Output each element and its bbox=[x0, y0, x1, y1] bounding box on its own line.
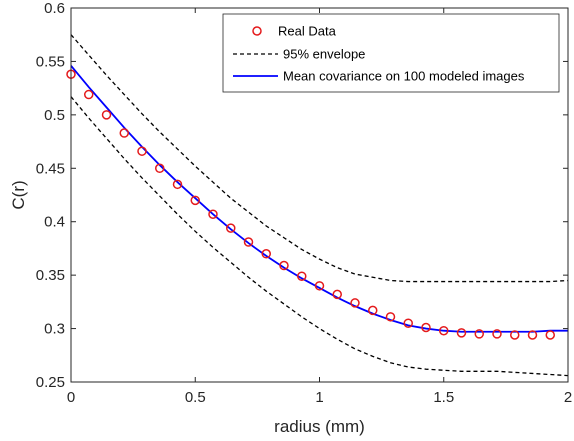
real-data-point bbox=[332, 289, 342, 300]
real-data-point bbox=[226, 223, 236, 233]
real-data-point bbox=[83, 89, 94, 100]
real-data-point bbox=[101, 110, 112, 120]
real-data-point bbox=[350, 298, 360, 308]
legend-label-envelope: 95% envelope bbox=[283, 47, 365, 62]
y-tick-label: 0.6 bbox=[44, 0, 65, 17]
real-data-point bbox=[208, 209, 218, 219]
y-axis-ticks: 0.25 0.3 0.35 0.4 0.45 0.5 0.55 0.6 bbox=[36, 0, 568, 391]
real-data-point bbox=[137, 146, 147, 156]
y-tick-label: 0.55 bbox=[36, 53, 65, 70]
plot-markers bbox=[66, 69, 556, 340]
legend-label-mean: Mean covariance on 100 modeled images bbox=[283, 69, 525, 84]
real-data-point bbox=[190, 195, 200, 206]
y-tick-label: 0.3 bbox=[44, 321, 65, 338]
y-tick-label: 0.5 bbox=[44, 107, 65, 124]
real-data-point bbox=[403, 318, 413, 328]
legend: Real Data 95% envelope Mean covariance o… bbox=[222, 13, 560, 93]
real-data-point bbox=[261, 249, 271, 259]
legend-box bbox=[222, 13, 560, 93]
real-data-point bbox=[119, 128, 130, 138]
x-axis-ticks: 0 0.5 1 1.5 2 bbox=[67, 8, 572, 406]
real-data-point bbox=[492, 329, 502, 339]
x-tick-label: 0 bbox=[67, 389, 75, 406]
real-data-point bbox=[421, 322, 431, 333]
x-axis-label: radius (mm) bbox=[274, 417, 365, 436]
real-data-point bbox=[154, 163, 165, 174]
real-data-point bbox=[243, 237, 254, 247]
real-data-point bbox=[297, 271, 307, 281]
real-data-point bbox=[279, 260, 289, 271]
mean-covariance-line bbox=[70, 65, 568, 333]
real-data-point bbox=[385, 312, 396, 322]
y-tick-label: 0.35 bbox=[36, 267, 65, 284]
x-tick-label: 1.5 bbox=[433, 389, 454, 406]
real-data-point bbox=[527, 330, 538, 340]
x-tick-label: 0.5 bbox=[185, 389, 206, 406]
real-data-point bbox=[509, 330, 520, 340]
y-tick-label: 0.45 bbox=[36, 160, 65, 177]
real-data-point bbox=[368, 305, 378, 316]
x-tick-label: 1 bbox=[315, 389, 323, 406]
real-data-point bbox=[314, 281, 325, 291]
real-data-point bbox=[456, 328, 467, 338]
y-tick-label: 0.4 bbox=[44, 214, 65, 231]
envelope-upper-line bbox=[70, 34, 569, 283]
legend-label-real-data: Real Data bbox=[278, 24, 337, 39]
real-data-point bbox=[439, 325, 449, 336]
real-data-point bbox=[474, 329, 485, 339]
y-axis-label: C(r) bbox=[9, 180, 28, 209]
x-tick-label: 2 bbox=[564, 389, 572, 406]
legend-marker-real-data bbox=[252, 26, 262, 36]
y-tick-label: 0.25 bbox=[36, 374, 65, 391]
real-data-point bbox=[172, 179, 183, 190]
plot-lines bbox=[70, 34, 569, 377]
real-data-point bbox=[545, 330, 556, 340]
